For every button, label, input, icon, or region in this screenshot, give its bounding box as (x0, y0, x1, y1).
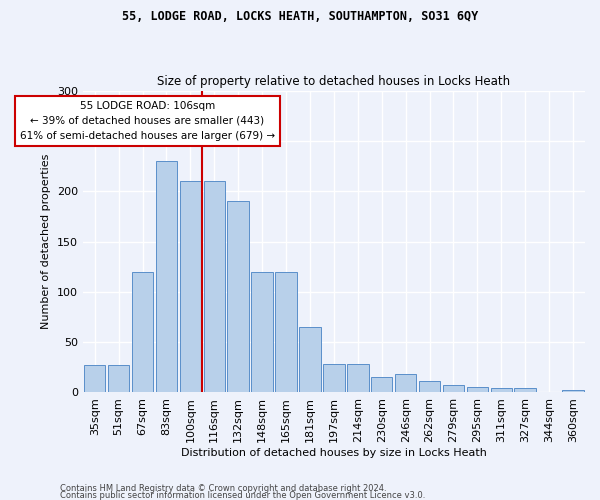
Bar (156, 162, 177, 392)
Text: Contains public sector information licensed under the Open Government Licence v3: Contains public sector information licen… (60, 490, 425, 500)
Bar (467, 387, 488, 392)
Bar (251, 272, 273, 392)
Bar (132, 272, 154, 392)
Bar (419, 381, 440, 392)
Bar (299, 327, 321, 392)
Y-axis label: Number of detached properties: Number of detached properties (41, 154, 51, 329)
Bar (395, 374, 416, 392)
Bar (227, 202, 249, 392)
Bar (562, 390, 584, 392)
Text: 55 LODGE ROAD: 106sqm
← 39% of detached houses are smaller (443)
61% of semi-det: 55 LODGE ROAD: 106sqm ← 39% of detached … (20, 101, 275, 140)
Bar (514, 388, 536, 392)
Text: 55, LODGE ROAD, LOCKS HEATH, SOUTHAMPTON, SO31 6QY: 55, LODGE ROAD, LOCKS HEATH, SOUTHAMPTON… (122, 10, 478, 23)
Title: Size of property relative to detached houses in Locks Heath: Size of property relative to detached ho… (157, 76, 511, 88)
Bar (203, 182, 225, 392)
Bar (443, 385, 464, 392)
Text: Contains HM Land Registry data © Crown copyright and database right 2024.: Contains HM Land Registry data © Crown c… (60, 484, 386, 493)
Bar (371, 377, 392, 392)
Bar (491, 388, 512, 392)
Bar (347, 364, 368, 392)
Bar (84, 365, 106, 392)
X-axis label: Distribution of detached houses by size in Locks Heath: Distribution of detached houses by size … (181, 448, 487, 458)
Bar (108, 365, 130, 392)
Bar (275, 272, 297, 392)
Bar (323, 364, 344, 392)
Bar (179, 182, 201, 392)
